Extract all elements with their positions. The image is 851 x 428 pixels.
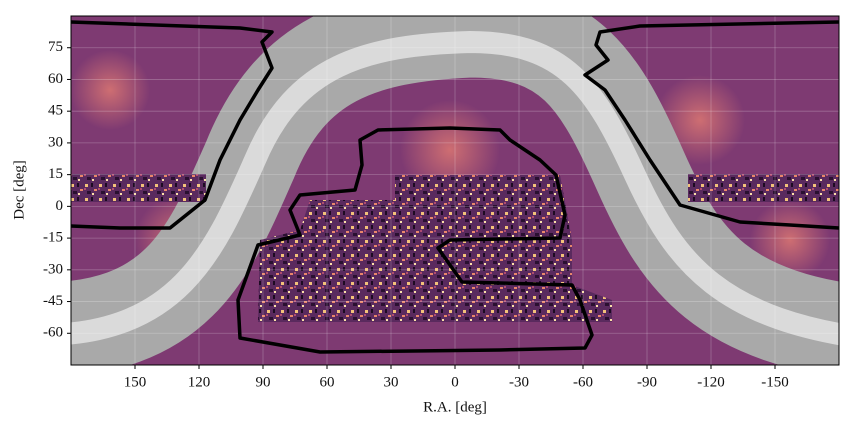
y-tick-label: 60: [48, 71, 63, 87]
y-tick-label: -15: [43, 230, 63, 246]
y-tick-label: -30: [43, 261, 63, 277]
y-tick-label: 15: [48, 166, 63, 182]
x-tick-label: 120: [188, 374, 211, 390]
y-tick-label: -60: [43, 325, 63, 341]
x-tick-label: -150: [761, 374, 789, 390]
y-tick-label: 75: [48, 39, 63, 55]
x-tick-label: -30: [509, 374, 529, 390]
axes: 150 120 90 60 30 0 -30 -60 -90 -120 -150-60-45-30-…: [43, 39, 789, 390]
x-tick-label: -90: [637, 374, 657, 390]
x-axis-label: R.A. [deg]: [423, 399, 487, 415]
grid: [71, 16, 839, 365]
x-tick-label: -60: [573, 374, 593, 390]
x-tick-label: 30: [384, 374, 399, 390]
x-tick-label: 150: [124, 374, 147, 390]
y-tick-label: -45: [43, 293, 63, 309]
x-tick-label: 0: [451, 374, 459, 390]
y-axis-label: Dec [deg]: [11, 160, 27, 220]
x-tick-label: -120: [697, 374, 725, 390]
sky-image: [71, 16, 839, 365]
y-tick-label: 45: [48, 103, 63, 119]
y-tick-label: 0: [56, 198, 64, 214]
footprint-outlines: [70, 20, 840, 354]
y-tick-label: 30: [48, 134, 63, 150]
x-tick-label: 60: [320, 374, 335, 390]
x-tick-label: 90: [256, 374, 271, 390]
